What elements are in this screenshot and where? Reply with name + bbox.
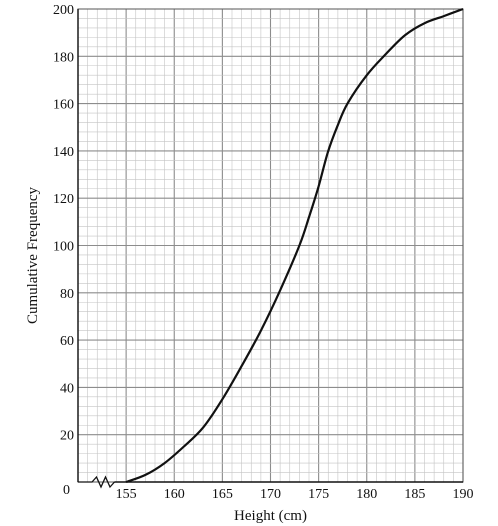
x-tick-label: 190 bbox=[453, 487, 474, 502]
grid bbox=[77, 8, 464, 483]
x-tick-label: 165 bbox=[212, 487, 233, 502]
y-tick-label: 20 bbox=[60, 429, 74, 444]
x-tick-label: 175 bbox=[308, 487, 329, 502]
x-tick-label: 160 bbox=[164, 487, 185, 502]
y-tick-label: 80 bbox=[60, 287, 74, 302]
y-tick-label: 180 bbox=[53, 50, 74, 65]
x-axis-label: Height (cm) bbox=[234, 508, 307, 524]
x-axis-break-zigzag bbox=[78, 475, 115, 489]
y-axis-label: Cumulative Frequency bbox=[25, 186, 41, 324]
y-tick-label: 140 bbox=[53, 145, 74, 160]
tick-labels: 155 160 165 170 175 180 185 190 20 40 60 80 100 120 14… bbox=[53, 3, 474, 502]
x-tick-label: 185 bbox=[404, 487, 425, 502]
x-tick-label: 155 bbox=[116, 487, 137, 502]
axes bbox=[77, 9, 463, 489]
y-tick-label: 120 bbox=[53, 192, 74, 207]
y-tick-label: 60 bbox=[60, 334, 74, 349]
origin-label: 0 bbox=[63, 483, 70, 498]
y-tick-label: 100 bbox=[53, 240, 74, 255]
cumulative-frequency-curve bbox=[125, 7, 464, 484]
y-tick-label: 200 bbox=[53, 3, 74, 18]
y-tick-label: 160 bbox=[53, 98, 74, 113]
y-tick-label: 40 bbox=[60, 381, 74, 396]
x-tick-label: 180 bbox=[356, 487, 377, 502]
x-tick-label: 170 bbox=[260, 487, 281, 502]
